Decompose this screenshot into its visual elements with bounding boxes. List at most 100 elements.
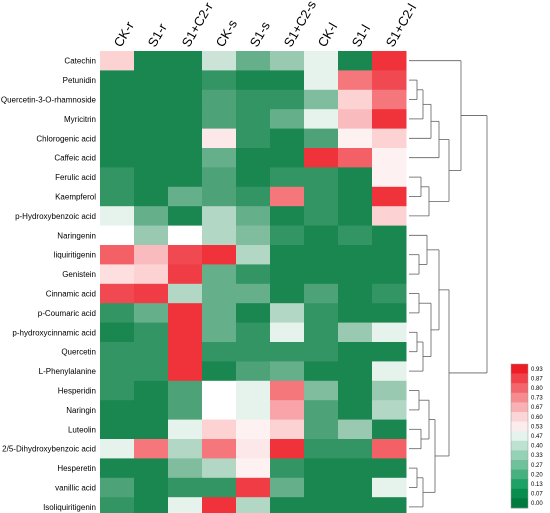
legend-tick-label: 0.00 <box>531 501 543 507</box>
heatmap-cell <box>100 225 135 246</box>
heatmap-cell <box>270 148 305 168</box>
column-label: S1+C2-r <box>179 0 217 50</box>
heatmap-cell <box>270 89 305 110</box>
heatmap-cell <box>202 439 237 459</box>
heatmap-cell <box>338 342 373 362</box>
heatmap-cell <box>202 264 237 285</box>
column-label: S1-r <box>145 20 171 49</box>
heatmap-cell <box>372 400 407 421</box>
heatmap-cell <box>100 167 135 188</box>
heatmap-cell <box>202 477 237 498</box>
heatmap-cell <box>202 109 237 130</box>
heatmap-cell <box>372 128 407 149</box>
heatmap-cell <box>338 186 373 207</box>
heatmap-cell <box>236 303 271 324</box>
heatmap-cell <box>202 283 237 304</box>
heatmap-cell <box>202 51 237 71</box>
heatmap-cell <box>168 458 203 479</box>
heatmap-cell <box>304 70 339 91</box>
row-label: Genistein <box>62 270 96 279</box>
heatmap-cell <box>372 167 407 188</box>
heatmap-cell <box>270 206 305 227</box>
heatmap-cell <box>134 186 169 207</box>
heatmap-cell <box>202 225 237 246</box>
heatmap-cell <box>270 439 305 459</box>
heatmap-cell <box>236 70 271 91</box>
legend-swatch <box>511 450 528 461</box>
heatmap-cell <box>202 303 237 324</box>
heatmap-cell <box>168 361 203 382</box>
heatmap-cell <box>100 342 135 362</box>
heatmap-cell <box>202 245 237 265</box>
heatmap-cell <box>202 380 237 401</box>
heatmap-cell <box>304 128 339 149</box>
legend-swatch <box>511 479 528 490</box>
legend-swatch <box>511 412 528 422</box>
legend-swatch <box>511 402 528 413</box>
heatmap-cell <box>304 186 339 207</box>
legend-swatch <box>511 373 528 384</box>
heatmap-cell <box>236 167 271 188</box>
heatmap-cell <box>134 89 169 110</box>
heatmap-cell <box>168 225 203 246</box>
legend-swatch <box>511 488 528 499</box>
row-label: Cinnamic acid <box>46 290 96 299</box>
heatmap-cell <box>236 497 271 513</box>
heatmap-cell <box>338 497 373 513</box>
heatmap-cell <box>304 342 339 362</box>
heatmap-cell <box>168 400 203 421</box>
heatmap-cell <box>270 419 305 440</box>
heatmap-cell <box>270 70 305 91</box>
heatmap-cell <box>270 264 305 285</box>
heatmap-cell <box>236 322 271 343</box>
heatmap-cell <box>134 477 169 498</box>
legend-tick-label: 0.27 <box>531 463 543 469</box>
legend-tick-label: 0.33 <box>531 453 543 459</box>
heatmap-cell <box>134 51 169 71</box>
heatmap-cell <box>100 264 135 285</box>
heatmap-cell <box>304 148 339 168</box>
heatmap-cell <box>304 167 339 188</box>
heatmap-cell <box>134 167 169 188</box>
legend-swatch <box>511 364 528 374</box>
heatmap-cell <box>372 322 407 343</box>
heatmap-cell <box>338 264 373 285</box>
legend-tick-label: 0.67 <box>531 405 543 411</box>
row-label: p-Hydroxybenzoic acid <box>15 212 96 221</box>
heatmap-cell <box>270 245 305 265</box>
heatmap-cell <box>338 206 373 227</box>
heatmap-cell <box>236 51 271 71</box>
heatmap-cell <box>100 128 135 149</box>
heatmap-cell <box>202 186 237 207</box>
heatmap-cell <box>168 322 203 343</box>
heatmap-cell <box>304 400 339 421</box>
heatmap-cell <box>304 439 339 459</box>
heatmap-cell <box>168 51 203 71</box>
heatmap-cell <box>202 361 237 382</box>
heatmap-cell <box>236 89 271 110</box>
legend-tick-label: 0.53 <box>531 424 543 430</box>
row-label: p-hydroxycinnamic acid <box>12 328 96 337</box>
heatmap-cell <box>100 380 135 401</box>
row-label: liquiritigenin <box>54 251 96 260</box>
row-label: p-Coumaric acid <box>38 309 96 318</box>
heatmap-cell <box>338 225 373 246</box>
row-label: Myricitrin <box>64 115 96 124</box>
heatmap-cell <box>338 109 373 130</box>
heatmap-cell <box>236 283 271 304</box>
heatmap-cell <box>202 167 237 188</box>
legend-tick-label: 0.07 <box>531 492 543 498</box>
heatmap-cell <box>100 283 135 304</box>
heatmap-cell <box>338 361 373 382</box>
heatmap-cell <box>134 322 169 343</box>
heatmap-cell <box>304 419 339 440</box>
heatmap-cell <box>372 477 407 498</box>
heatmap-cell <box>372 380 407 401</box>
row-label: Petunidin <box>63 76 96 85</box>
heatmap-cell <box>168 264 203 285</box>
heatmap-cell <box>236 128 271 149</box>
row-label: 2/5-Dihydroxybenzoic acid <box>2 445 96 454</box>
heatmap-cell <box>100 322 135 343</box>
heatmap-cell <box>338 70 373 91</box>
heatmap-cell <box>372 225 407 246</box>
